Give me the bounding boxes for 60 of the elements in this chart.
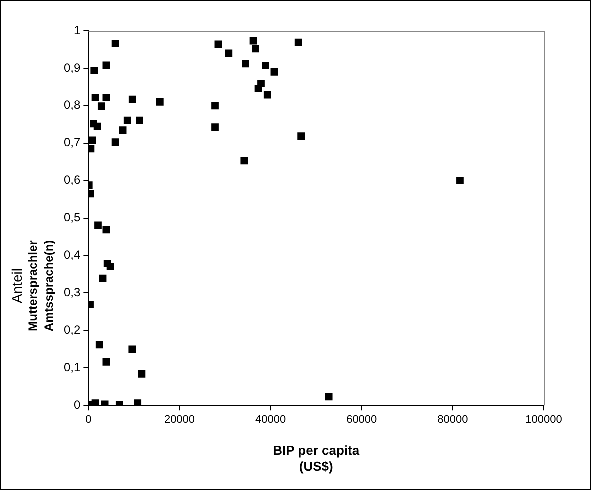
y-tick-label: 0,7 [64,136,81,150]
point [88,145,95,153]
y-tick-label: 0,9 [64,60,81,75]
point [136,116,144,124]
point [90,67,98,74]
y-tick-label: 0,5 [64,210,81,225]
point [270,68,278,76]
point [212,102,219,110]
point [102,358,110,366]
point [294,38,302,46]
y-tick-label: 0,6 [64,173,81,188]
point [98,102,106,110]
y-tick-label: 0,3 [64,286,81,300]
point [456,177,464,185]
point [102,226,110,234]
x-tick-label: 0 [86,414,92,426]
point [225,50,233,58]
point [119,126,127,134]
point [134,400,142,406]
x-tick-label: 40000 [256,414,286,426]
x-tick-label: 80000 [438,414,468,426]
point [124,116,132,124]
point [242,60,250,68]
y-axis-title: Anteil Muttersprachler Amtssprache(n) [9,240,57,332]
y-tick-label: 1 [74,23,81,38]
point [250,37,258,45]
point [128,346,136,354]
point [102,94,110,102]
y-tick-label: 0,2 [64,322,81,337]
point [96,341,104,349]
point [102,62,110,70]
y-tick-label: 0 [74,398,81,412]
point [214,40,222,48]
point [240,157,248,165]
point [112,40,120,48]
point [94,122,102,130]
x-axis-title: BIP per capita (US$) [273,443,360,474]
point [325,393,333,401]
point [156,98,164,106]
y-tick-label: 0,1 [64,360,81,374]
point [112,138,120,146]
point [262,62,270,70]
point [92,400,100,406]
point [128,96,136,104]
point [88,136,96,144]
x-tick-label: 100000 [526,414,562,426]
point [212,124,219,131]
y-tick-label: 0,4 [64,248,81,262]
point [264,91,272,99]
point [92,94,100,102]
point [94,222,102,230]
point [99,274,107,282]
y-tick-label: 0,8 [64,98,81,112]
point [254,85,262,92]
point [252,45,260,53]
point [298,132,305,140]
point [106,262,114,270]
x-tick-label: 20000 [164,414,196,426]
point [138,370,146,378]
x-tick-label: 60000 [346,414,378,426]
